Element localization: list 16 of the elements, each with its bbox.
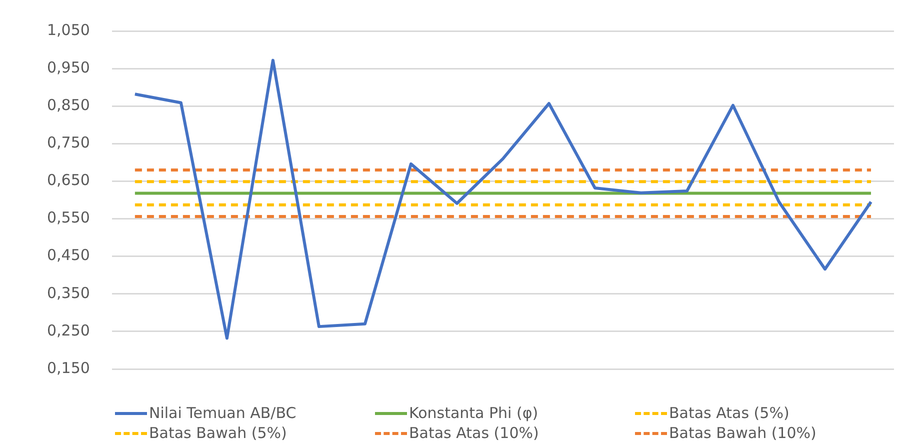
y-tick-label: 0,850	[46, 96, 90, 114]
y-tick-label: 0,250	[46, 321, 90, 340]
legend-label: Batas Bawah (10%)	[669, 424, 816, 442]
y-tick-label: 1,050	[46, 20, 90, 39]
y-tick-label: 0,650	[46, 171, 90, 190]
y-tick-label: 0,350	[46, 284, 90, 302]
legend-label: Batas Bawah (5%)	[149, 424, 287, 442]
legend-label: Nilai Temuan AB/BC	[149, 404, 296, 422]
legend-label: Batas Atas (10%)	[409, 424, 539, 442]
legend-label: Konstanta Phi (φ)	[409, 404, 538, 422]
y-tick-label: 0,150	[46, 358, 90, 377]
y-tick-label: 0,550	[46, 208, 90, 227]
y-tick-label: 0,450	[46, 246, 90, 264]
legend-label: Batas Atas (5%)	[669, 404, 790, 422]
y-tick-label: 0,750	[46, 134, 90, 152]
y-tick-label: 0,950	[46, 58, 90, 76]
